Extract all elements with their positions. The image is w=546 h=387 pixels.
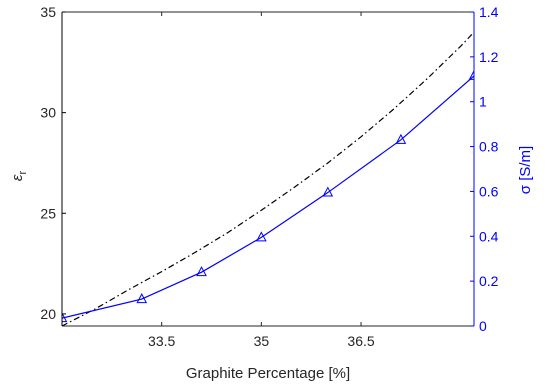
x-tick-label: 33.5 (148, 333, 175, 349)
x-axis-label: Graphite Percentage [%] (186, 365, 350, 382)
y-right-tick-label: 0.2 (479, 273, 499, 289)
series-layer (62, 31, 474, 326)
y-right-tick-label: 0.8 (479, 139, 499, 155)
tick-layer: 33.5 35 36.5 20 25 30 35 0 0.2 0.4 0.6 0.8 1 1.2 1.4 (40, 4, 498, 349)
y-right-tick-label: 1 (479, 94, 487, 110)
y-axis-left-label-main: ε (9, 174, 26, 181)
conductivity-marker (256, 231, 267, 242)
y-left-tick-label: 20 (40, 306, 56, 322)
y-right-tick-label: 1.4 (479, 4, 499, 20)
x-tick-label: 36.5 (347, 333, 374, 349)
conductivity-marker (322, 186, 334, 197)
y-right-tick-label: 0.4 (479, 228, 499, 244)
conductivity-marker (196, 266, 207, 277)
y-left-tick-label: 30 (40, 105, 56, 121)
y-right-tick-label: 1.2 (479, 49, 499, 65)
x-tick-label: 35 (254, 333, 270, 349)
conductivity-marker (62, 312, 68, 323)
y-left-tick-label: 35 (40, 4, 56, 20)
y-right-tick-label: 0 (479, 318, 487, 334)
conductivity-line (62, 75, 474, 319)
conductivity-marker (395, 133, 407, 144)
y-left-tick-label: 25 (40, 205, 56, 221)
y-axis-left-label: εr (9, 171, 29, 182)
axes-frame (61, 11, 475, 327)
y-axis-left-label-sub: r (17, 171, 29, 175)
permittivity-line (62, 31, 474, 326)
y-right-tick-label: 0.6 (479, 183, 499, 199)
conductivity-marker (136, 293, 148, 304)
conductivity-marker (468, 69, 474, 80)
y-axis-right-label: σ [S/m] (517, 146, 534, 194)
